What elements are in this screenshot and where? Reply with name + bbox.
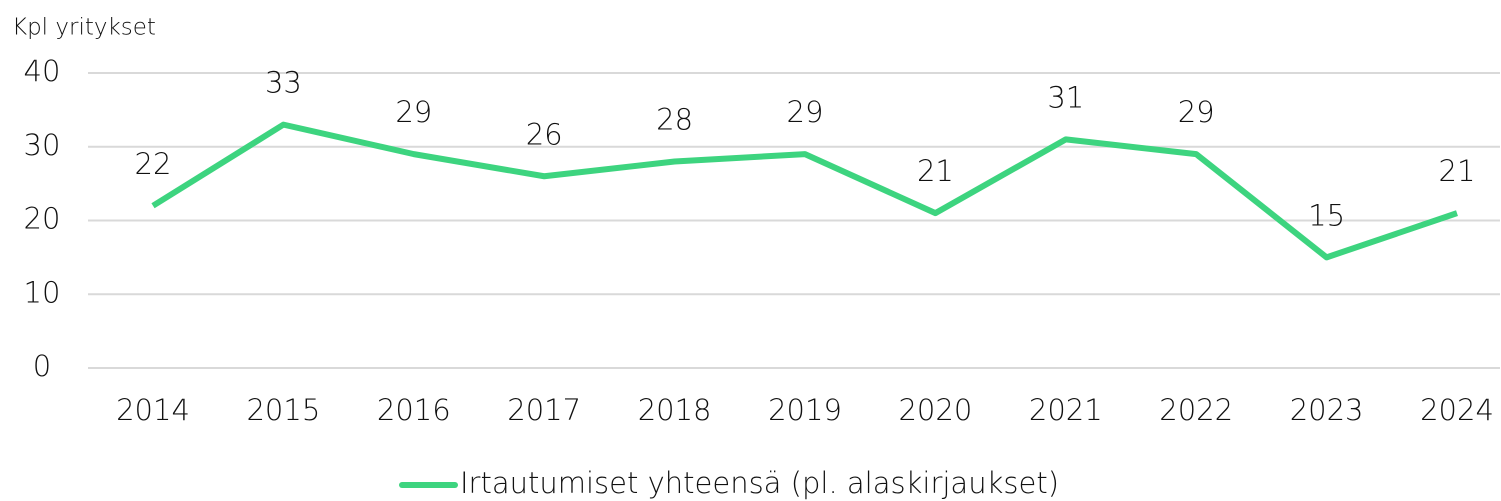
data-label: 22 <box>135 147 172 181</box>
x-tick-label: 2018 <box>638 393 712 427</box>
y-axis-title: Kpl yritykset <box>12 15 156 41</box>
x-tick-label: 2023 <box>1290 393 1364 427</box>
y-tick-label: 20 <box>24 202 61 236</box>
x-tick-label: 2015 <box>246 393 320 427</box>
data-label: 26 <box>526 117 563 151</box>
x-tick-label: 2017 <box>507 393 581 427</box>
x-tick-label: 2020 <box>898 393 972 427</box>
y-tick-label: 40 <box>24 54 61 88</box>
data-label: 29 <box>1178 95 1215 129</box>
series-line <box>151 121 1458 261</box>
x-tick-label: 2022 <box>1159 393 1233 427</box>
data-label: 33 <box>265 66 302 100</box>
x-tick-label: 2019 <box>768 393 842 427</box>
x-tick-label: 2021 <box>1029 393 1103 427</box>
data-label: 29 <box>787 95 824 129</box>
data-label: 29 <box>395 95 432 129</box>
y-tick-label: 0 <box>33 349 51 383</box>
legend-label: Irtautumiset yhteensä (pl. alaskirjaukse… <box>460 466 1059 500</box>
data-label: 31 <box>1047 80 1084 114</box>
x-tick-label: 2016 <box>377 393 451 427</box>
data-label: 28 <box>656 103 693 137</box>
y-tick-label: 10 <box>24 275 61 309</box>
data-label: 15 <box>1308 198 1345 232</box>
data-label: 21 <box>1439 154 1476 188</box>
data-label: 21 <box>917 154 954 188</box>
x-tick-label: 2024 <box>1420 393 1494 427</box>
y-tick-label: 30 <box>24 128 61 162</box>
x-tick-label: 2014 <box>116 393 190 427</box>
